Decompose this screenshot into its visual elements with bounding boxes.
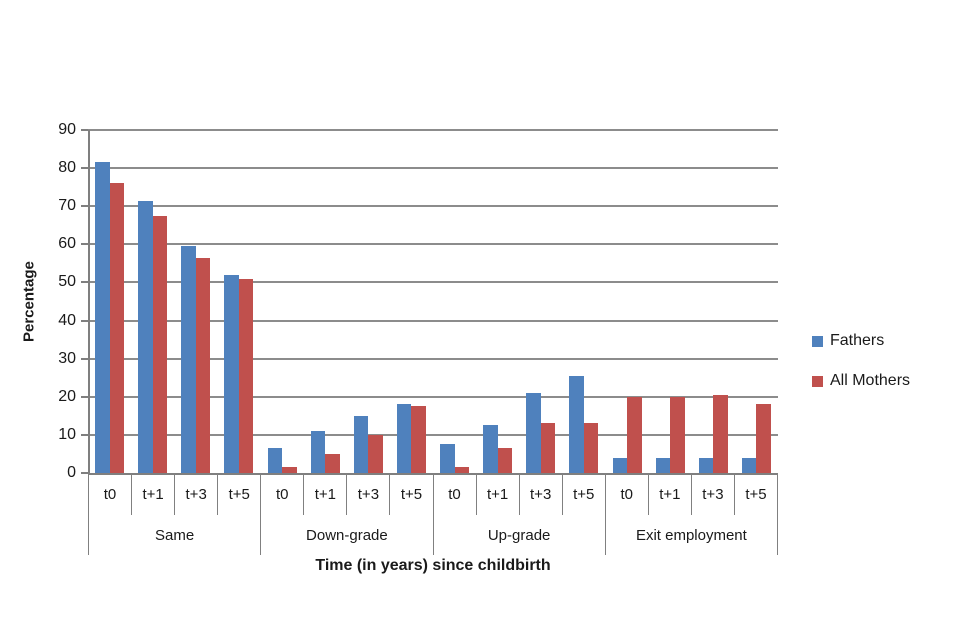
bar-all-mothers-same-t-3 (195, 257, 211, 473)
gridline-80 (88, 167, 778, 170)
y-tick-label-90: 90 (58, 121, 76, 138)
bar-all-mothers-down-grade-t-1 (325, 453, 340, 473)
bar-fathers-up-grade-t-1 (483, 425, 498, 473)
bar-fathers-same-t-5 (224, 274, 239, 473)
y-tick-label-30: 30 (58, 349, 76, 367)
x-tick-label-up-grade-t-5: t+5 (563, 473, 606, 515)
y-tick-label-20: 20 (58, 387, 76, 405)
y-tick-mark (81, 243, 88, 246)
x-group-label-down-grade: Down-grade (261, 515, 434, 555)
y-tick-mark (81, 205, 88, 208)
y-tick-label-80: 80 (58, 159, 76, 177)
x-tick-label-same-t-3: t+3 (175, 473, 219, 515)
y-tick-mark (81, 472, 88, 474)
bar-all-mothers-same-t-1 (152, 215, 168, 473)
bar-all-mothers-same-t0 (109, 183, 125, 473)
y-tick-mark (81, 167, 88, 170)
bar-fathers-exit-employment-t-1 (655, 457, 671, 473)
bar-fathers-up-grade-t0 (440, 444, 455, 473)
gridline-20 (88, 395, 778, 398)
y-axis-line (88, 130, 90, 473)
gridline-40 (88, 319, 778, 322)
bar-all-mothers-exit-employment-t-3 (713, 394, 728, 473)
bar-fathers-down-grade-t-3 (353, 415, 369, 473)
x-axis-group-labels: Same Down-grade Up-grade Exit employment (88, 515, 778, 555)
legend-swatch-fathers (812, 335, 823, 347)
x-axis-subcategory-labels: t0 t+1 t+3 t+5 t0 t+1 t+3 t+5 t0 t+1 t+3 t+5 t0 t+1 t+… (88, 473, 778, 515)
x-tick-label-up-grade-t0: t0 (434, 473, 477, 515)
y-tick-mark (81, 129, 88, 131)
legend-label-fathers: Fathers (830, 332, 885, 349)
x-tick-label-same-t0: t0 (88, 473, 133, 515)
bar-fathers-up-grade-t-3 (526, 392, 541, 473)
x-tick-label-up-grade-t-1: t+1 (477, 473, 520, 515)
x-tick-label-exit-employment-t-3: t+3 (692, 473, 735, 515)
bar-fathers-down-grade-t-1 (310, 431, 326, 473)
bar-all-mothers-down-grade-t-5 (411, 406, 426, 473)
bar-all-mothers-up-grade-t-1 (497, 448, 513, 473)
legend-label-all-mothers: All Mothers (830, 372, 911, 389)
bar-all-mothers-down-grade-t0 (282, 467, 297, 473)
bar-fathers-exit-employment-t0 (612, 457, 628, 473)
y-tick-mark (81, 433, 88, 436)
bar-fathers-up-grade-t-5 (569, 375, 584, 473)
x-tick-label-down-grade-t-5: t+5 (390, 473, 434, 515)
legend-entry-fathers: Fathers (812, 332, 910, 350)
bar-fathers-same-t0 (95, 162, 110, 473)
x-tick-label-same-t-1: t+1 (132, 473, 176, 515)
legend: Fathers All Mothers (812, 332, 910, 390)
legend-entry-all-mothers: All Mothers (812, 372, 910, 390)
bar-fathers-down-grade-t0 (267, 448, 283, 473)
x-tick-label-down-grade-t0: t0 (261, 473, 305, 515)
y-tick-mark (81, 395, 88, 398)
bar-fathers-down-grade-t-5 (396, 404, 412, 473)
y-tick-label-70: 70 (58, 197, 76, 215)
x-group-label-exit-employment: Exit employment (606, 515, 778, 555)
bar-all-mothers-up-grade-t0 (454, 467, 470, 473)
y-axis-tick-labels: 0 10 20 30 40 50 60 70 80 90 (44, 121, 80, 481)
y-axis-title: Percentage (20, 261, 38, 342)
y-tick-label-0: 0 (67, 464, 76, 481)
x-tick-label-exit-employment-t-5: t+5 (735, 473, 778, 515)
gridline-10 (88, 433, 778, 436)
bar-fathers-exit-employment-t-3 (698, 457, 714, 473)
bar-all-mothers-down-grade-t-3 (368, 434, 383, 473)
y-tick-mark (81, 281, 88, 284)
x-tick-label-exit-employment-t0: t0 (606, 473, 649, 515)
gridline-60 (88, 243, 778, 246)
gridline-50 (88, 281, 778, 284)
x-group-label-up-grade: Up-grade (434, 515, 606, 555)
y-tick-mark (81, 357, 88, 360)
x-axis-title: Time (in years) since childbirth (315, 557, 551, 574)
y-tick-label-10: 10 (58, 425, 76, 443)
y-tick-label-50: 50 (58, 273, 76, 291)
bar-fathers-exit-employment-t-5 (741, 457, 757, 473)
bar-all-mothers-exit-employment-t-5 (756, 404, 771, 473)
bar-all-mothers-exit-employment-t-1 (670, 396, 685, 473)
bar-all-mothers-up-grade-t-5 (583, 423, 599, 473)
gridline-30 (88, 357, 778, 360)
x-tick-label-down-grade-t-3: t+3 (347, 473, 391, 515)
y-tick-mark (81, 319, 88, 322)
x-tick-label-down-grade-t-1: t+1 (304, 473, 348, 515)
x-group-label-same: Same (88, 515, 262, 555)
bar-all-mothers-up-grade-t-3 (540, 423, 556, 473)
gridline-70 (88, 205, 778, 208)
x-tick-label-same-t-5: t+5 (218, 473, 262, 515)
legend-swatch-all-mothers (812, 375, 823, 387)
x-tick-label-up-grade-t-3: t+3 (520, 473, 563, 515)
bar-all-mothers-same-t-5 (238, 278, 254, 473)
bar-all-mothers-exit-employment-t0 (627, 396, 642, 473)
bar-fathers-same-t-3 (181, 246, 196, 473)
bar-fathers-same-t-1 (138, 200, 153, 473)
y-tick-label-60: 60 (58, 235, 76, 253)
gridline-90 (88, 129, 778, 131)
plot-area (81, 129, 778, 475)
x-tick-label-exit-employment-t-1: t+1 (649, 473, 692, 515)
y-tick-label-40: 40 (58, 311, 76, 329)
